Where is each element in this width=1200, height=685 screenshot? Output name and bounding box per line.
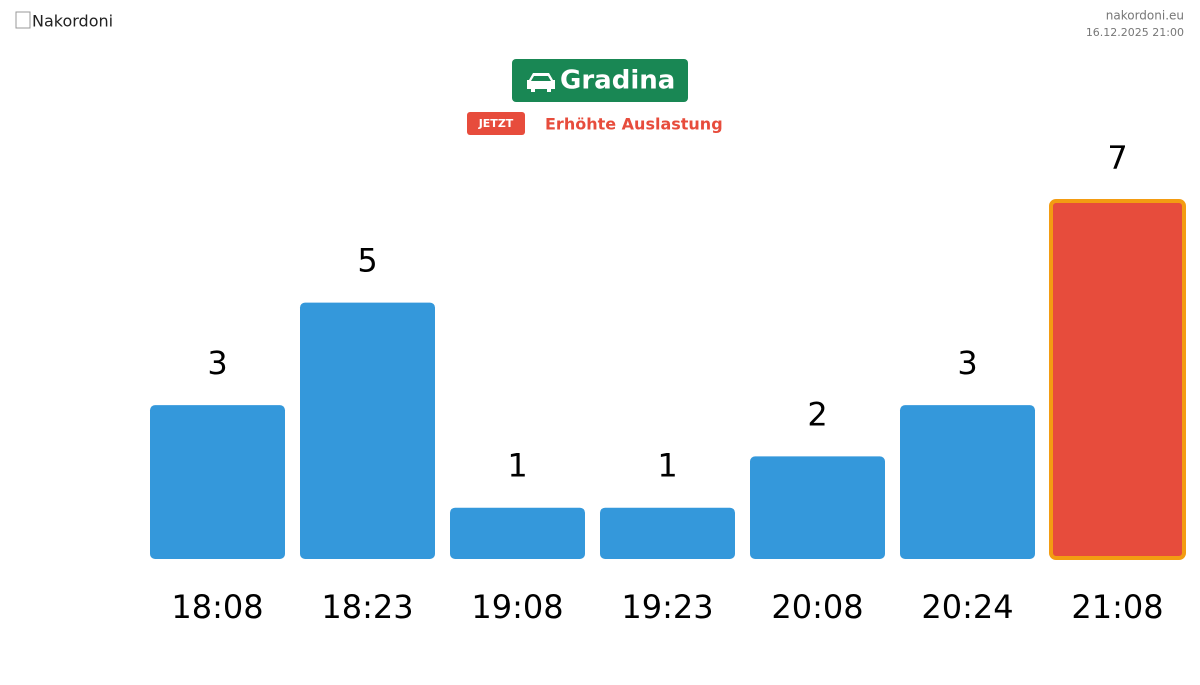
- value-label: 1: [507, 447, 527, 485]
- value-label: 5: [357, 242, 377, 280]
- bar: [300, 302, 435, 559]
- bar: [900, 405, 1035, 559]
- bar: [450, 507, 585, 559]
- car-shape: [527, 73, 555, 92]
- x-tick-label: 20:24: [921, 588, 1013, 626]
- value-label: 3: [207, 344, 227, 382]
- site: nakordoni.eu: [1106, 9, 1184, 23]
- x-tick-label: 19:23: [621, 588, 713, 626]
- x-tick-label: 21:08: [1071, 588, 1163, 626]
- bar: [750, 456, 885, 559]
- datetime: 16.12.2025 21:00: [1086, 26, 1184, 39]
- chart: 3 18:08 5 18:23 1 19:08 1 19:23 2 20:08 3 20:24 7 21:…: [150, 139, 1186, 626]
- x-tick-label: 20:08: [771, 588, 863, 626]
- value-label: 1: [657, 447, 677, 485]
- logo-alt: Nakordoni: [32, 12, 113, 31]
- status-tag-bg: [467, 112, 525, 135]
- x-tick-label: 18:23: [321, 588, 413, 626]
- logo: Nakordoni: [15, 11, 113, 31]
- x-tick-label: 18:08: [171, 588, 263, 626]
- value-label: 7: [1107, 139, 1127, 177]
- status-text: Erhöhte Auslastung: [545, 115, 723, 134]
- bar: [600, 507, 735, 559]
- value-label: 2: [807, 395, 827, 433]
- title-badge: [512, 59, 688, 102]
- bar: [1049, 199, 1186, 560]
- badge-title: Gradina: [560, 66, 675, 96]
- x-tick-label: 19:08: [471, 588, 563, 626]
- broken-image-icon: [15, 11, 31, 29]
- status-tag: JETZT: [478, 117, 514, 130]
- value-label: 3: [957, 344, 977, 382]
- car-icon: [527, 73, 555, 92]
- bar: [150, 405, 285, 559]
